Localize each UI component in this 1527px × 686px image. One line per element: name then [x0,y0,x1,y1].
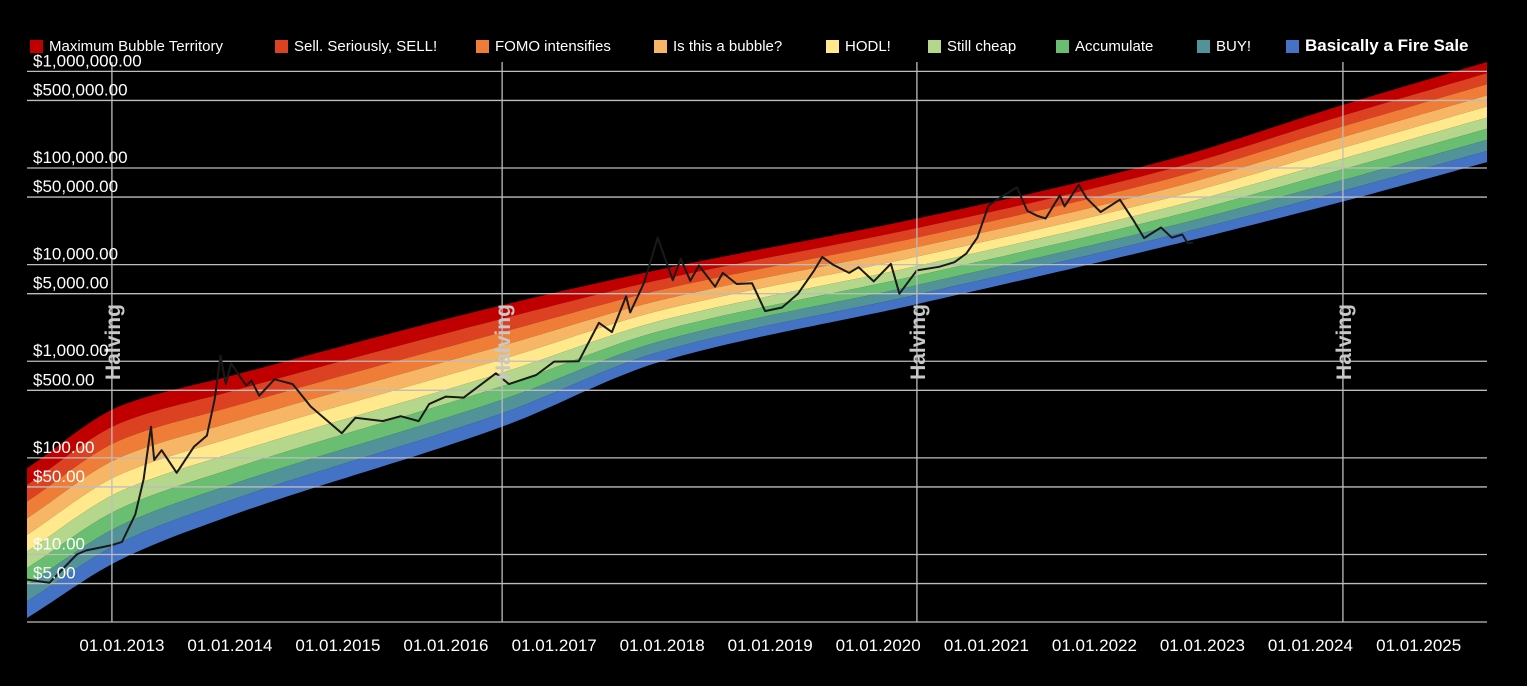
legend-swatch [1286,39,1299,53]
legend-item[interactable]: Is this a bubble? [654,35,782,57]
band-fomo-intensifies [27,84,1487,519]
y-tick-label: $50.00 [33,467,85,486]
legend-item[interactable]: Maximum Bubble Territory [30,35,223,57]
legend-label: FOMO intensifies [495,37,611,55]
x-tick-label: 01.01.2024 [1268,636,1353,655]
rainbow-bands [27,62,1487,618]
x-tick-label: 01.01.2019 [728,636,813,655]
price-series [26,183,1194,584]
x-tick-label: 01.01.2018 [620,636,705,655]
y-tick-label: $500.00 [33,370,94,389]
legend-item[interactable]: FOMO intensifies [476,35,611,57]
legend-swatch [275,39,288,53]
x-tick-label: 01.01.2021 [944,636,1029,655]
legend-item[interactable]: Accumulate [1056,35,1153,57]
legend-label: HODL! [845,37,891,55]
halving-label: Halving [102,304,125,380]
legend-item[interactable]: BUY! [1197,35,1251,57]
price-line [26,183,1194,584]
band-accumulate [27,128,1487,585]
chart-legend: Maximum Bubble Territory Sell. Seriously,… [30,35,1490,57]
y-tick-label: $1,000,000.00 [33,51,142,70]
legend-swatch [826,39,839,53]
grid-lines [27,70,1487,585]
x-tick-label: 01.01.2015 [295,636,380,655]
y-tick-label: $100.00 [33,438,94,457]
x-tick-label: 01.01.2014 [187,636,272,655]
legend-item[interactable]: Sell. Seriously, SELL! [275,35,437,57]
legend-label: Accumulate [1075,37,1154,55]
y-tick-label: $50,000.00 [33,177,118,196]
band-is-this-a-bubble [27,95,1487,535]
legend-swatch [654,39,667,53]
legend-swatch [1056,39,1069,53]
legend-label: Still cheap [947,37,1017,55]
legend-label: Maximum Bubble Territory [49,37,223,55]
band-hodl [27,106,1487,552]
x-tick-label: 01.01.2025 [1376,636,1461,655]
legend-label: Basically a Fire Sale [1305,36,1469,55]
x-tick-label: 01.01.2013 [79,636,164,655]
y-tick-label: $100,000.00 [33,148,128,167]
halving-label: Halving [907,304,930,380]
legend-swatch [30,39,43,53]
x-tick-label: 01.01.2016 [403,636,488,655]
halving-markers: Halving Halving Halving Halving [102,62,1356,622]
legend-item[interactable]: Basically a Fire Sale [1286,35,1469,57]
halving-label: Halving [1333,304,1356,380]
x-tick-label: 01.01.2017 [512,636,597,655]
halving-label: Halving [492,304,515,380]
y-tick-label: $10,000.00 [33,245,118,264]
legend-item[interactable]: HODL! [826,35,891,57]
legend-swatch [928,39,941,53]
legend-swatch [1197,39,1210,53]
legend-label: Sell. Seriously, SELL! [294,37,438,55]
y-axis-ticks: $1,000,000.00 $500,000.00 $100,000.00 $50,0… [33,51,142,582]
y-tick-label: $5.00 [33,564,76,583]
band-buy [27,139,1487,602]
y-tick-label: $500,000.00 [33,80,128,99]
y-tick-label: $1,000.00 [33,341,109,360]
x-tick-label: 01.01.2022 [1052,636,1137,655]
y-tick-label: $10.00 [33,534,85,553]
legend-label: BUY! [1216,37,1252,55]
legend-label: Is this a bubble? [673,37,783,55]
x-tick-label: 01.01.2020 [836,636,921,655]
x-tick-label: 01.01.2023 [1160,636,1245,655]
legend-swatch [476,39,489,53]
y-tick-label: $5,000.00 [33,274,109,293]
x-axis-ticks: 01.01.2013 01.01.2014 01.01.2015 01.01.2016… [79,636,1461,655]
legend-item[interactable]: Still cheap [928,35,1016,57]
band-still-cheap [27,117,1487,569]
